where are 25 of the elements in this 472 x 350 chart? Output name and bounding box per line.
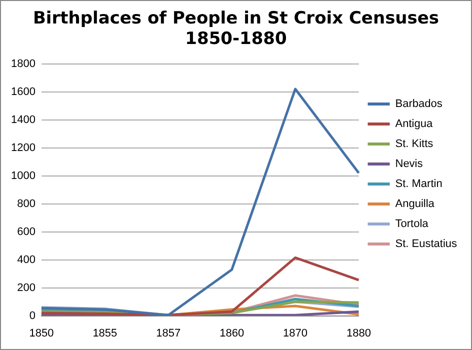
legend-label: Barbados — [395, 98, 443, 110]
legend-label: St. Kitts — [395, 138, 434, 150]
y-tick-label: 1000 — [10, 170, 36, 182]
y-tick-label: 1800 — [10, 58, 36, 70]
chart-title: Birthplaces of People in St Croix Censuses 1850-1880 — [32, 8, 440, 50]
x-tick-label: 1880 — [346, 327, 371, 340]
y-tick-label: 600 — [17, 226, 36, 238]
y-tick-label: 1600 — [10, 86, 36, 98]
legend-label: Antigua — [395, 118, 434, 130]
legend-label: Nevis — [395, 158, 424, 170]
y-tick-label: 400 — [17, 254, 36, 266]
y-tick-label: 1200 — [10, 142, 36, 154]
x-tick-label: 1870 — [283, 327, 308, 340]
legend-label: Tortola — [395, 218, 430, 230]
x-tick-label: 1855 — [92, 327, 118, 340]
legend-label: St. Martin — [395, 178, 442, 190]
y-tick-label: 200 — [17, 282, 36, 294]
x-tick-label: 1857 — [156, 327, 181, 340]
x-tick-label: 1850 — [29, 327, 54, 340]
x-tick-label: 1860 — [220, 327, 244, 340]
y-tick-label: 1400 — [10, 114, 36, 126]
legend-label: St. Eustatius — [395, 238, 458, 250]
legend-label: Anguilla — [395, 198, 436, 210]
y-tick-label: 800 — [17, 198, 36, 210]
y-tick-label: 0 — [29, 310, 36, 322]
